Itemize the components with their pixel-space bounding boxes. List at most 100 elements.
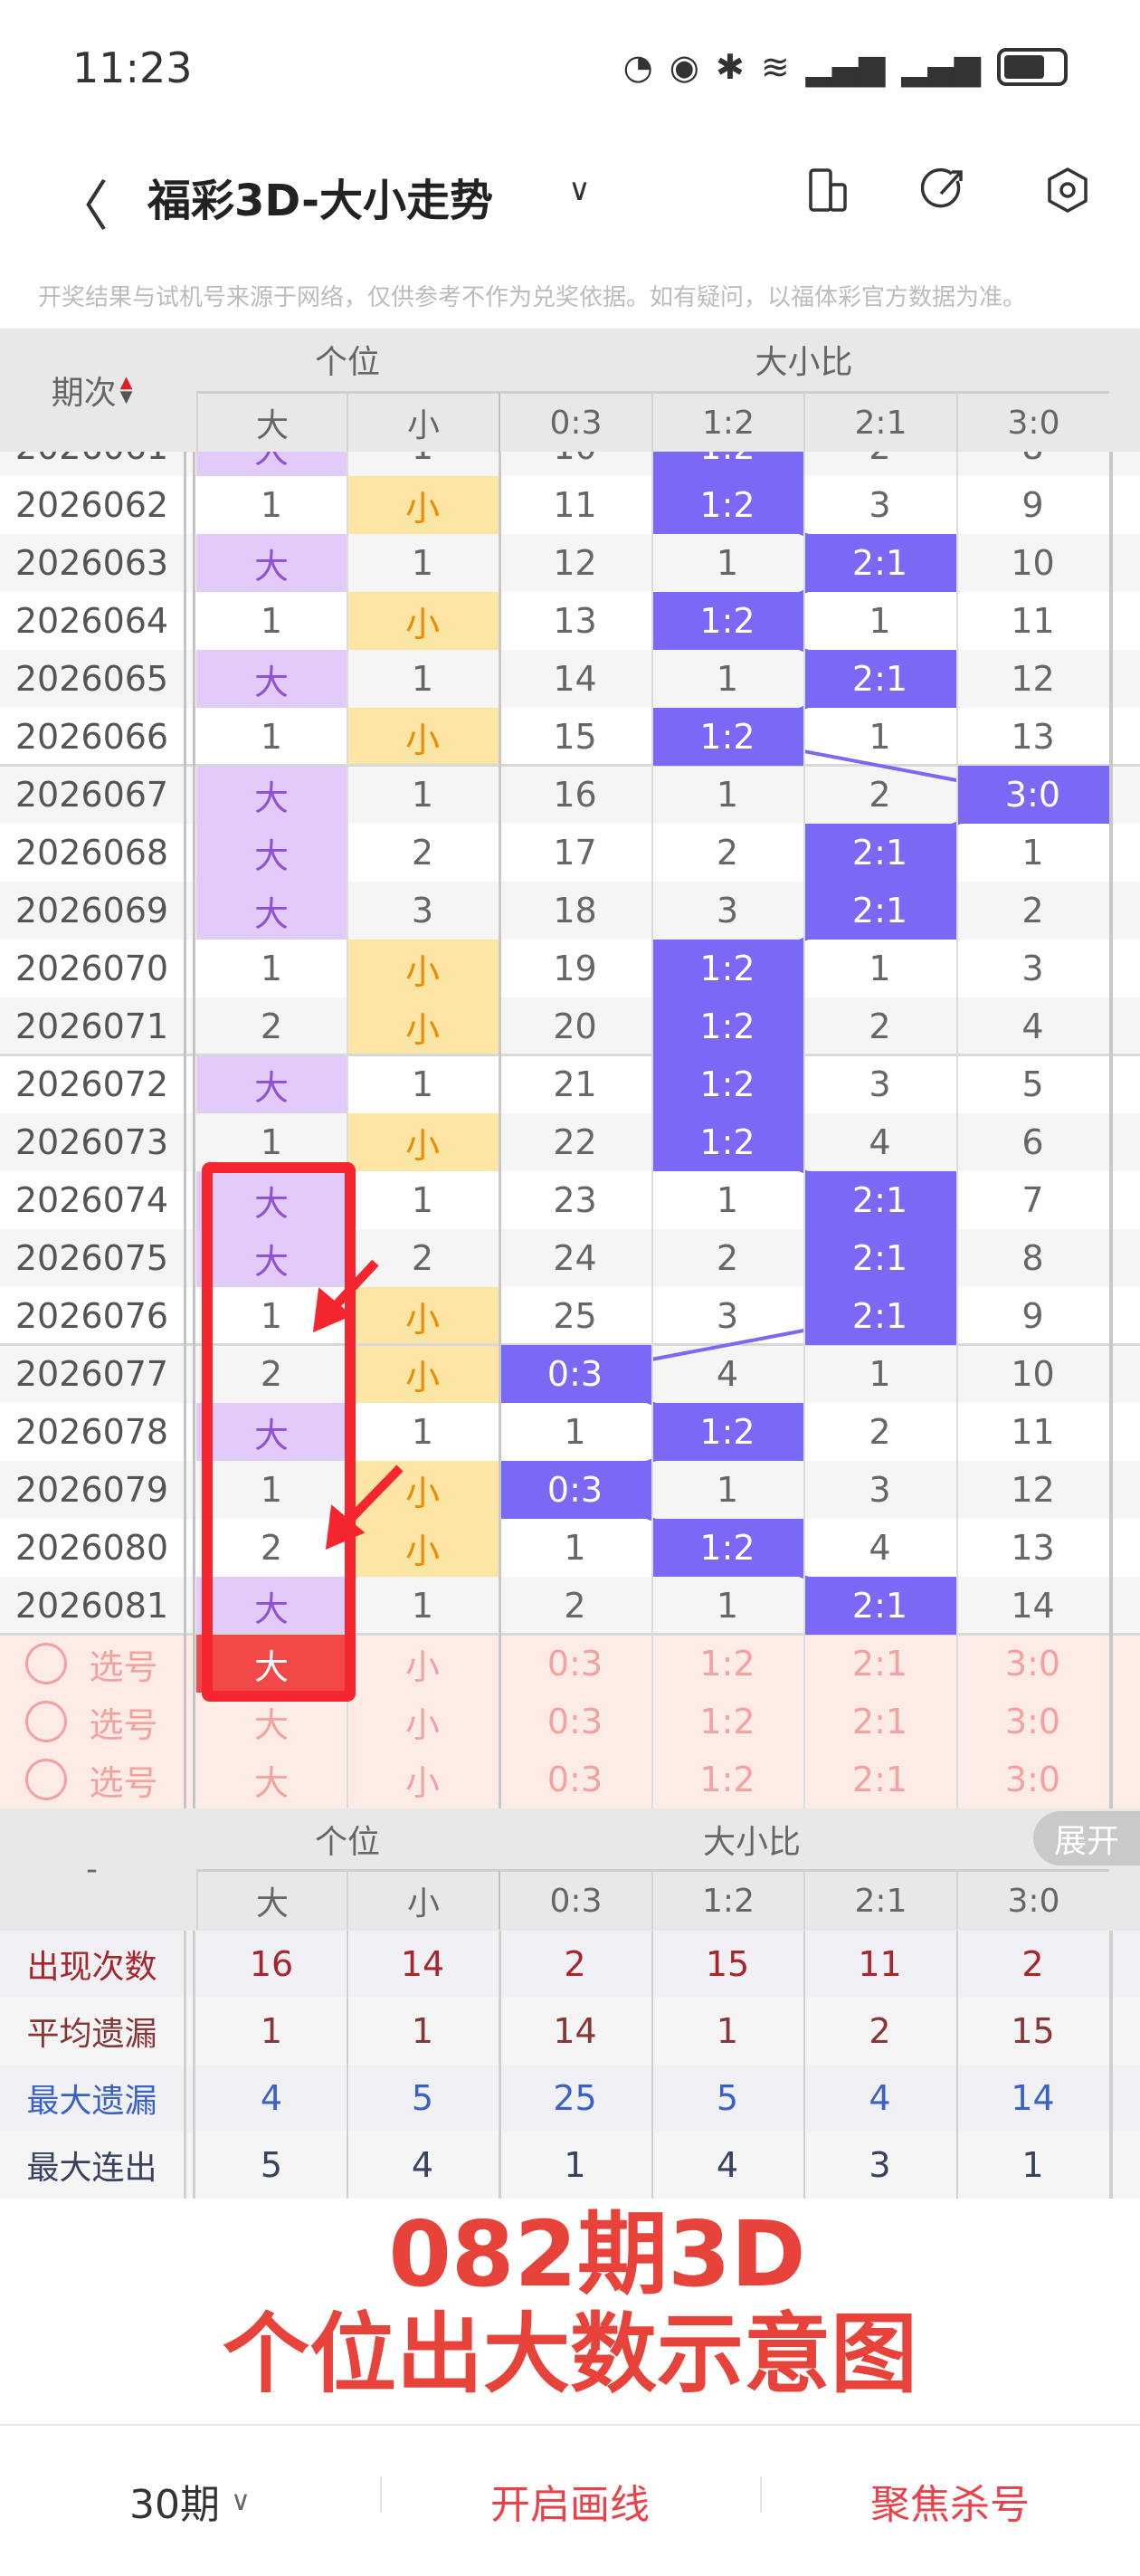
trend-cell[interactable]: 3: [716, 1296, 739, 1336]
trend-cell[interactable]: 1:2: [651, 1403, 803, 1461]
trend-cell[interactable]: 小: [347, 940, 499, 997]
trend-cell[interactable]: 1: [260, 1122, 283, 1162]
trend-cell[interactable]: 大: [196, 1055, 347, 1113]
trend-cell[interactable]: 1: [260, 1296, 283, 1336]
trend-cell[interactable]: 1:2: [651, 1519, 803, 1577]
pick-cell[interactable]: 0:3: [546, 1760, 603, 1799]
trend-cell[interactable]: 2:1: [803, 1287, 956, 1345]
trend-cell[interactable]: 1: [411, 1064, 434, 1104]
trend-cell[interactable]: 1: [260, 1470, 283, 1510]
trend-cell[interactable]: 1: [564, 1528, 586, 1568]
trend-cell[interactable]: 1: [411, 1180, 434, 1220]
trend-cell[interactable]: 大: [196, 766, 347, 824]
period-header[interactable]: 期次 ▲ ▼: [0, 329, 184, 452]
trend-cell[interactable]: 5: [1021, 1064, 1044, 1104]
phone-layout-icon[interactable]: [803, 165, 854, 215]
trend-cell[interactable]: 1: [869, 717, 891, 757]
trend-cell[interactable]: 2: [260, 1007, 283, 1046]
trend-cell[interactable]: 1:2: [651, 476, 803, 534]
trend-cell[interactable]: 1: [716, 775, 739, 815]
trend-cell[interactable]: 11: [1011, 1412, 1055, 1452]
trend-cell[interactable]: 21: [553, 1064, 597, 1104]
trend-cell[interactable]: 2:1: [803, 1577, 956, 1635]
pick-cell[interactable]: 小: [404, 1762, 440, 1803]
pick-row-select[interactable]: 选号: [0, 1635, 184, 1693]
trend-cell[interactable]: 12: [1011, 659, 1055, 699]
trend-cell[interactable]: 2: [716, 833, 739, 873]
pick-cell[interactable]: 小: [404, 1646, 440, 1687]
trend-cell[interactable]: 小: [347, 1345, 499, 1403]
trend-cell[interactable]: 4: [1021, 1007, 1044, 1046]
pick-cell[interactable]: 1:2: [699, 1702, 755, 1741]
pick-row-select[interactable]: 选号: [0, 1751, 184, 1808]
trend-cell[interactable]: 1: [716, 1586, 739, 1626]
trend-cell[interactable]: 10: [499, 452, 651, 476]
trend-cell[interactable]: 1: [260, 717, 283, 757]
trend-cell[interactable]: 1:2: [651, 452, 803, 476]
trend-table-body[interactable]: 2026061大1101:22820260621小111:2392026063大…: [0, 452, 1140, 1808]
trend-cell[interactable]: 小: [347, 997, 499, 1055]
trend-cell[interactable]: 17: [553, 833, 597, 873]
trend-cell[interactable]: 1: [869, 949, 891, 988]
chevron-down-icon[interactable]: ∨: [568, 172, 591, 208]
radio-circle-icon[interactable]: [25, 1643, 68, 1684]
trend-cell[interactable]: 1: [869, 601, 891, 641]
trend-cell[interactable]: 0:3: [499, 1461, 651, 1519]
pick-row-select[interactable]: 选号: [0, 1693, 184, 1751]
trend-cell[interactable]: 18: [553, 891, 597, 930]
focus-kill-button[interactable]: 聚焦杀号: [870, 2482, 1030, 2528]
trend-cell[interactable]: 2: [869, 1007, 891, 1046]
trend-cell[interactable]: 1: [716, 1470, 739, 1510]
trend-cell[interactable]: 小: [347, 476, 499, 534]
trend-cell[interactable]: 3: [411, 891, 434, 930]
trend-cell[interactable]: 14: [553, 659, 597, 699]
trend-cell[interactable]: 12: [1011, 1470, 1055, 1510]
trend-cell[interactable]: 24: [553, 1238, 597, 1278]
trend-cell[interactable]: 4: [869, 1122, 891, 1162]
trend-cell[interactable]: 20: [553, 1007, 597, 1046]
pick-cell[interactable]: 3:0: [1004, 1702, 1061, 1741]
trend-cell[interactable]: 2: [869, 775, 891, 815]
trend-cell[interactable]: 大: [196, 824, 347, 882]
trend-cell[interactable]: 1:2: [651, 592, 803, 650]
trend-cell[interactable]: 3:0: [956, 766, 1109, 824]
trend-cell[interactable]: 1: [1021, 833, 1044, 873]
trend-cell[interactable]: 1:2: [651, 997, 803, 1055]
sort-icon[interactable]: ▲ ▼: [119, 373, 133, 406]
trend-cell[interactable]: 1: [411, 775, 434, 815]
trend-cell[interactable]: 8: [1021, 1238, 1044, 1278]
trend-cell[interactable]: 4: [869, 1528, 891, 1568]
trend-cell[interactable]: 8: [956, 452, 1109, 476]
trend-cell[interactable]: 15: [553, 717, 597, 757]
pick-cell[interactable]: 1:2: [699, 1644, 755, 1684]
trend-cell[interactable]: 大: [196, 650, 347, 708]
trend-cell[interactable]: 2: [869, 1412, 891, 1452]
pick-cell[interactable]: 大: [253, 1704, 289, 1745]
draw-lines-button[interactable]: 开启画线: [490, 2482, 650, 2528]
trend-cell[interactable]: 2:1: [803, 824, 956, 882]
trend-cell[interactable]: 13: [1011, 1528, 1055, 1568]
trend-cell[interactable]: 1:2: [651, 940, 803, 997]
settings-icon[interactable]: [1042, 165, 1093, 215]
trend-cell[interactable]: 2: [803, 452, 956, 476]
trend-cell[interactable]: 4: [716, 1354, 739, 1394]
radio-circle-icon[interactable]: [25, 1759, 68, 1800]
trend-cell[interactable]: 小: [347, 592, 499, 650]
pick-cell[interactable]: 大: [253, 1762, 289, 1803]
trend-cell[interactable]: 3: [869, 485, 891, 525]
trend-cell[interactable]: 1: [260, 485, 283, 525]
trend-cell[interactable]: 14: [1011, 1586, 1055, 1626]
trend-cell[interactable]: 3: [716, 891, 739, 930]
trend-cell[interactable]: 10: [1011, 1354, 1055, 1394]
trend-cell[interactable]: 11: [553, 485, 597, 525]
trend-cell[interactable]: 1: [260, 949, 283, 988]
trend-cell[interactable]: 10: [1011, 543, 1055, 583]
trend-cell[interactable]: 1: [411, 1412, 434, 1452]
trend-cell[interactable]: 大: [196, 534, 347, 592]
trend-cell[interactable]: 22: [553, 1122, 597, 1162]
pick-cell[interactable]: 0:3: [546, 1644, 603, 1684]
trend-cell[interactable]: 7: [1021, 1180, 1044, 1220]
trend-cell[interactable]: 2:1: [803, 1229, 956, 1287]
trend-cell[interactable]: 2: [411, 833, 434, 873]
trend-cell[interactable]: 大: [196, 452, 347, 476]
